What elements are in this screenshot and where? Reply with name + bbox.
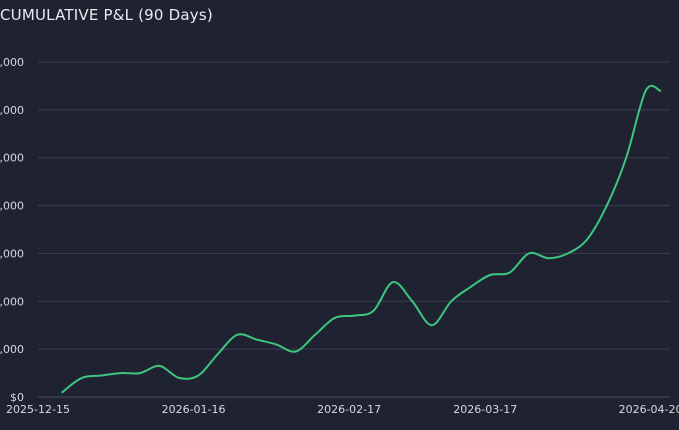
- data-point: [468, 284, 473, 289]
- data-point: [293, 349, 298, 354]
- data-point: [565, 251, 570, 256]
- y-tick-label: ,000: [0, 200, 24, 213]
- x-tick-label: 2026-04-20: [619, 403, 679, 416]
- data-point: [196, 373, 201, 378]
- data-point: [254, 337, 259, 342]
- data-point: [79, 375, 84, 380]
- x-axis-labels: 2025-12-15 2026-01-16 2026-02-17 2026-03-17…: [6, 403, 679, 416]
- y-tick-label: ,000: [0, 104, 24, 117]
- data-point: [507, 270, 512, 275]
- series-line: [61, 84, 662, 394]
- data-point: [527, 251, 532, 256]
- data-point: [449, 299, 454, 304]
- data-point: [488, 273, 493, 278]
- data-point: [138, 371, 143, 376]
- data-point: [274, 342, 279, 347]
- data-point: [390, 280, 395, 285]
- grid-layer: [38, 61, 670, 398]
- data-point: [410, 299, 415, 304]
- series-layer: [60, 84, 663, 395]
- x-tick-label: 2025-12-15: [6, 403, 70, 416]
- data-point: [604, 203, 609, 208]
- y-tick-label: ,000: [0, 295, 24, 308]
- data-point: [313, 332, 318, 337]
- data-point: [585, 237, 590, 242]
- data-point: [157, 363, 162, 368]
- data-point: [371, 308, 376, 313]
- data-point: [624, 155, 629, 160]
- chart-title: CUMULATIVE P&L (90 Days): [0, 6, 213, 24]
- data-point: [99, 373, 104, 378]
- x-tick-label: 2026-02-17: [317, 403, 381, 416]
- data-point: [118, 371, 123, 376]
- data-point: [546, 256, 551, 261]
- y-axis-labels: $0 ,000 ,000 ,000 ,000 ,000 ,000 ,000: [0, 56, 24, 404]
- data-point: [177, 375, 182, 380]
- y-tick-label: $0: [10, 391, 24, 404]
- y-tick-label: ,000: [0, 152, 24, 165]
- data-point: [658, 88, 663, 93]
- data-point: [332, 316, 337, 321]
- data-point: [643, 88, 648, 93]
- x-tick-label: 2026-03-17: [453, 403, 517, 416]
- data-point: [215, 351, 220, 356]
- y-tick-label: ,000: [0, 343, 24, 356]
- data-point: [352, 313, 357, 318]
- x-tick-label: 2026-01-16: [162, 403, 226, 416]
- data-point: [429, 323, 434, 328]
- y-tick-label: ,000: [0, 247, 24, 260]
- data-point: [235, 332, 240, 337]
- data-point: [60, 390, 65, 395]
- y-tick-label: ,000: [0, 56, 24, 69]
